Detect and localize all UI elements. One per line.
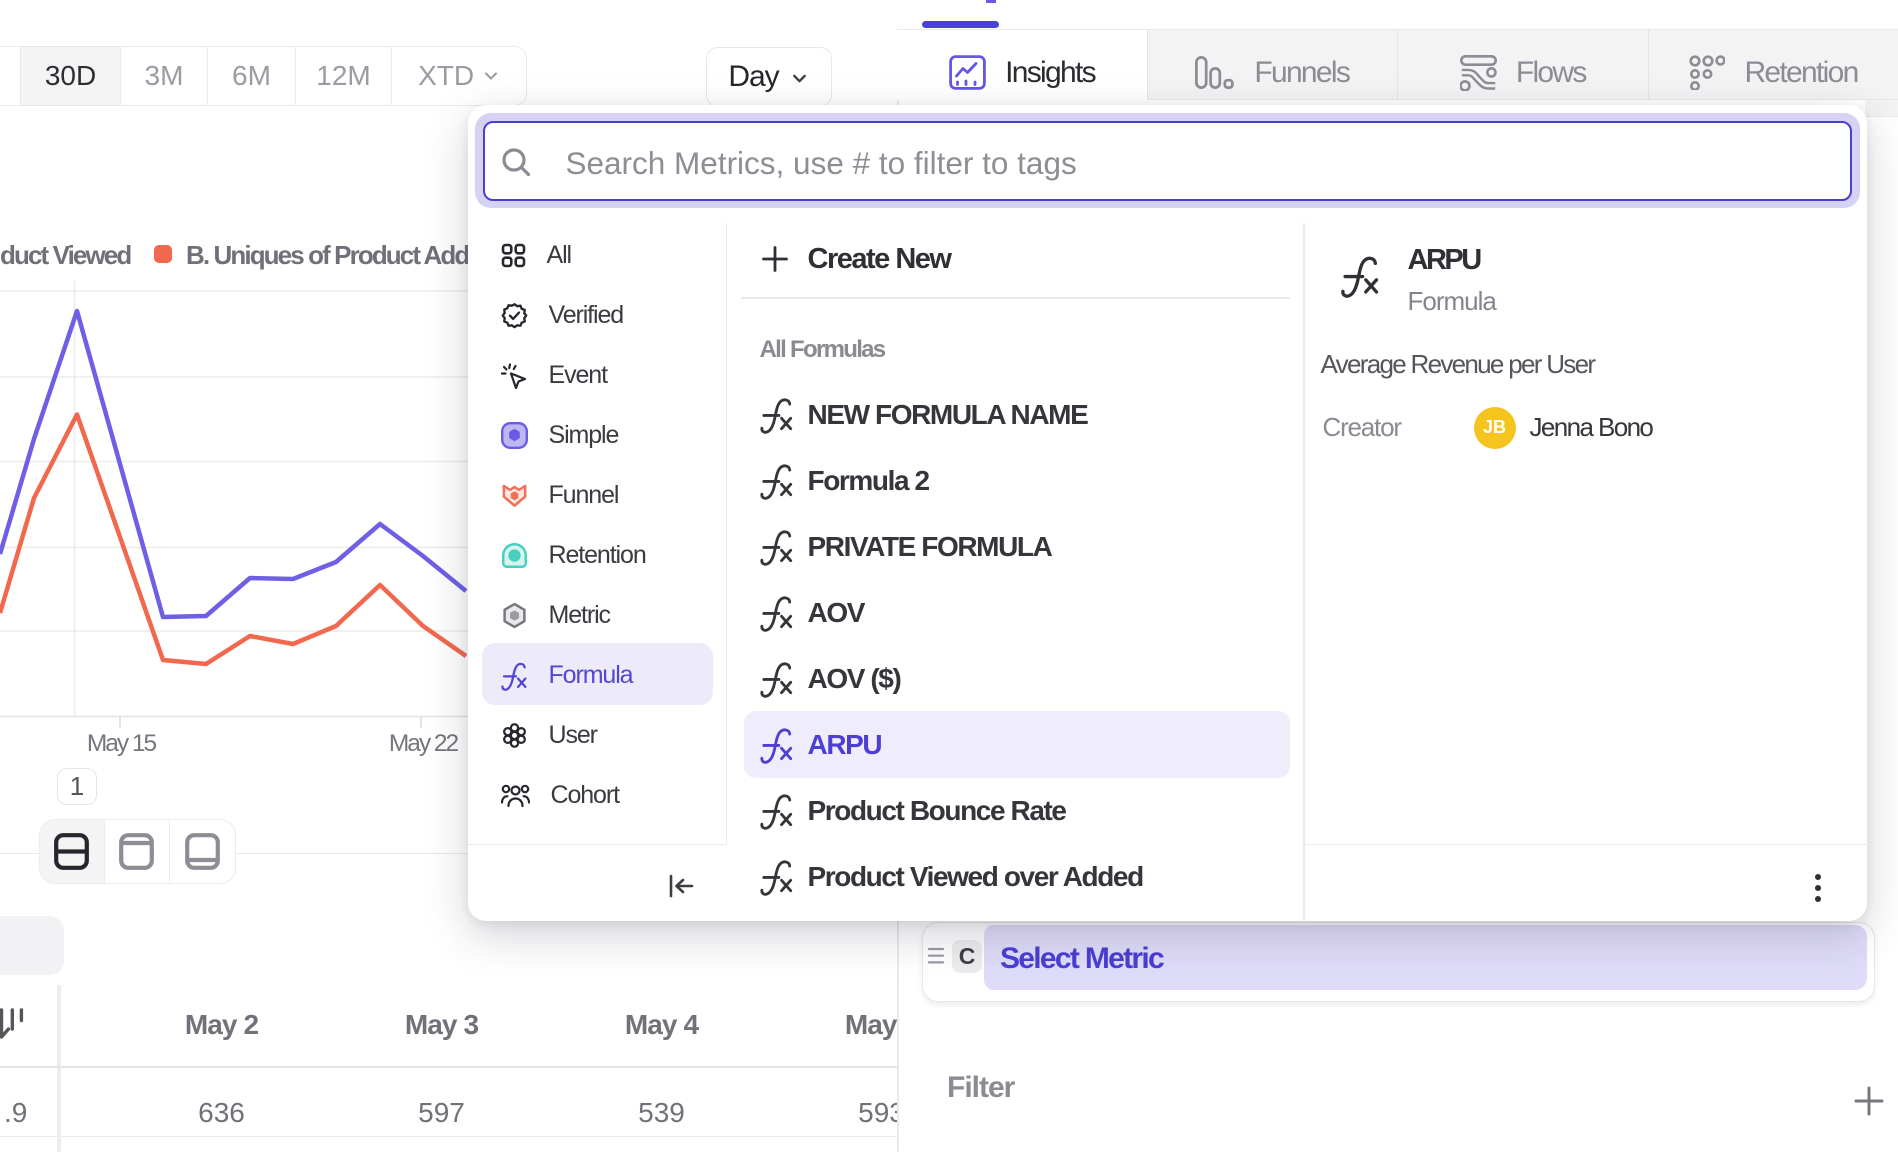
svg-text:May 22: May 22 bbox=[389, 730, 459, 757]
svg-text:May 15: May 15 bbox=[87, 730, 157, 757]
